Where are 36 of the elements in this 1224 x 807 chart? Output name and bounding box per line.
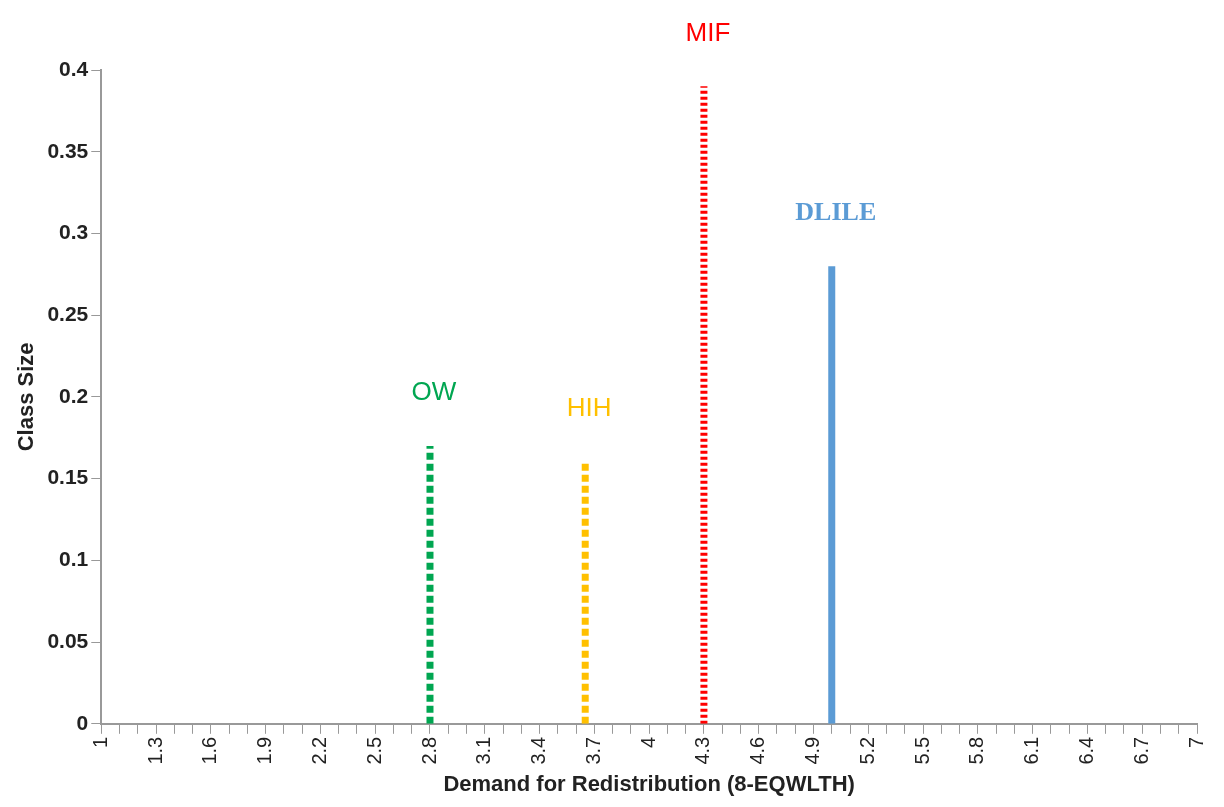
x-axis-title: Demand for Redistribution (8-EQWLTH) [443, 770, 855, 796]
x-tick-label: 4.6 [746, 736, 769, 765]
y-tick-label: 0.1 [59, 547, 89, 571]
x-tick-label: 2.8 [417, 736, 440, 765]
y-tick-label: 0.2 [59, 383, 89, 407]
x-tick-label: 6.7 [1129, 736, 1152, 765]
x-tick-label: 3.7 [581, 736, 604, 765]
y-tick-label: 0.35 [47, 138, 89, 162]
x-tick-label: 1.9 [253, 736, 276, 765]
x-tick-label: 1.3 [143, 736, 166, 765]
series-label: MIF [685, 16, 731, 47]
y-tick-label: 0.15 [47, 465, 89, 489]
y-tick-label: 0.4 [59, 56, 89, 80]
x-tick-label: 1.6 [198, 736, 221, 765]
x-tick-label: 6.4 [1074, 736, 1097, 765]
y-tick-label: 0 [76, 710, 89, 734]
x-tick-label: 6.1 [1020, 736, 1043, 765]
series-label: HIH [566, 392, 612, 423]
x-tick-label: 2.5 [362, 736, 385, 765]
y-tick-label: 0.3 [59, 220, 89, 244]
series-label: OW [411, 376, 457, 407]
x-tick-label: 4 [636, 736, 659, 748]
x-tick-label: 4.9 [801, 736, 824, 765]
x-tick-label: 1 [88, 736, 111, 748]
x-tick-label: 2.2 [307, 736, 330, 765]
x-tick-label: 7 [1184, 736, 1207, 748]
y-axis-title: Class Size [13, 342, 39, 452]
x-tick-label: 5.8 [965, 736, 988, 765]
y-tick-label: 0.25 [47, 301, 89, 325]
x-tick-label: 3.4 [527, 736, 550, 765]
x-tick-label: 4.3 [691, 736, 714, 765]
y-tick-label: 0.05 [47, 628, 89, 652]
x-tick-label: 3.1 [472, 736, 495, 765]
x-tick-label: 5.5 [910, 736, 933, 765]
text: DLILE [795, 196, 877, 226]
x-tick-label: 5.2 [855, 736, 878, 765]
